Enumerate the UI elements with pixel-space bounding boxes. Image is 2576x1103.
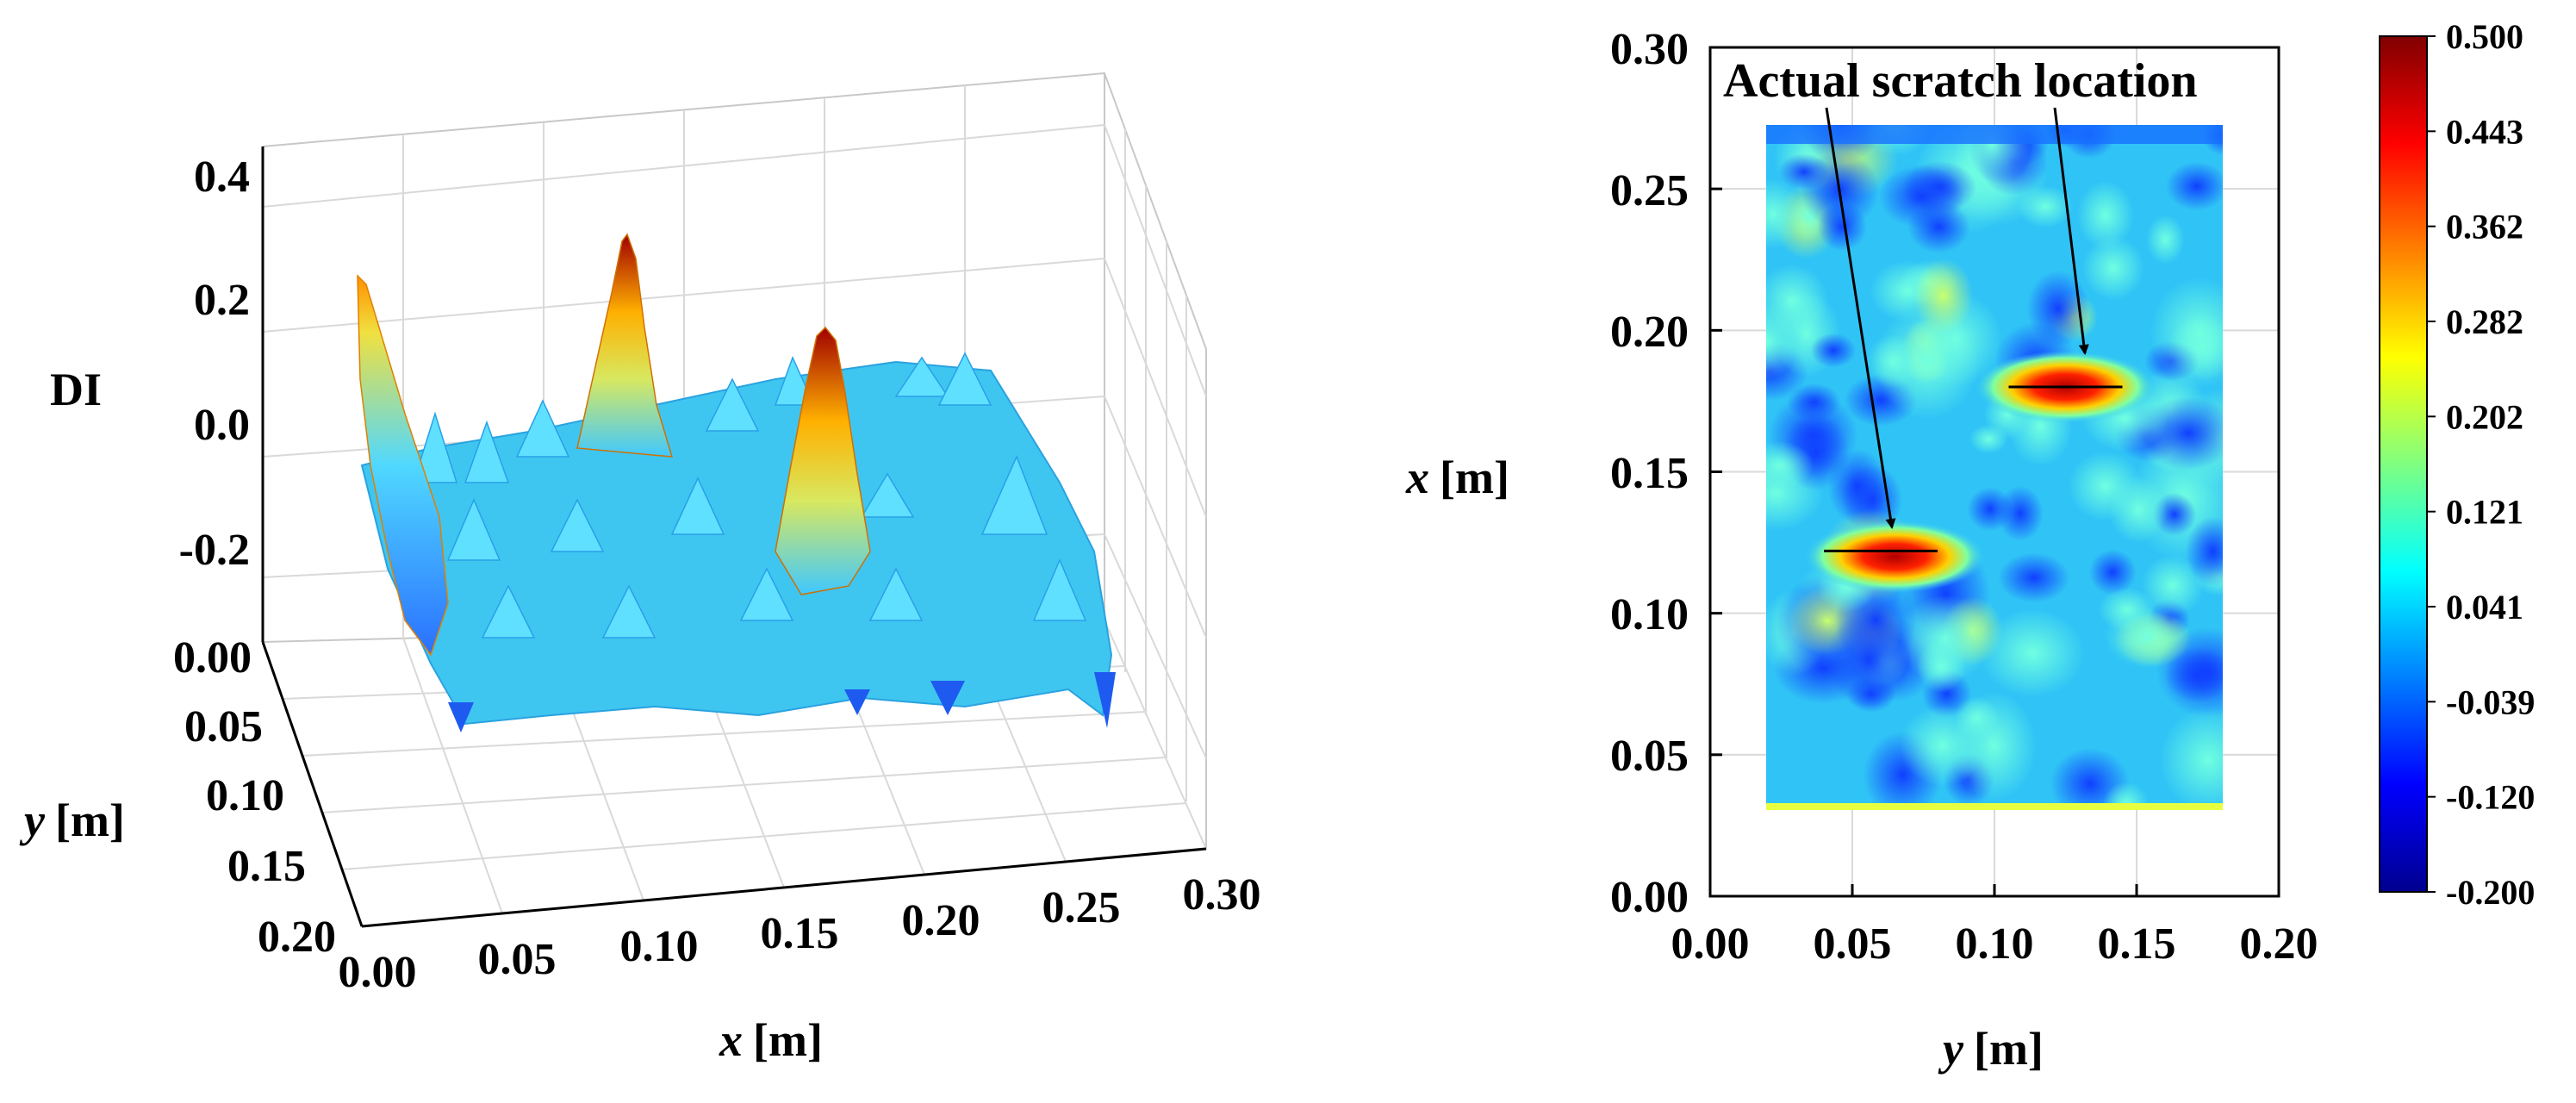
surface-peak-1	[576, 233, 674, 458]
colorbar-tick-label: 0.202	[2446, 397, 2523, 436]
heatmap-texture-blob	[1998, 552, 2070, 603]
x-axis-label: x [m]	[719, 1014, 823, 1066]
y-tick: 0.00	[1671, 919, 1750, 969]
heatmap-texture-blob	[1766, 178, 1803, 249]
heatmap-texture-blob	[2102, 782, 2149, 810]
heatmap-texture-blob	[1980, 609, 2085, 697]
heatmap-texture-blob	[1766, 302, 1797, 380]
colorbar-tick-label: 0.443	[2446, 112, 2523, 151]
x-tick: 0.15	[761, 909, 839, 958]
heatmap-x-ticks: 0.00 0.05 0.10 0.15 0.20	[1671, 919, 2318, 969]
y-axis-label: y [m]	[19, 795, 125, 846]
x-tick: 0.30	[1183, 870, 1261, 919]
colorbar-tick-label: -0.039	[2446, 682, 2535, 721]
surface-plot-panel: 0.4 0.2 0.0 -0.2 DI 0.00 0.05 0.10 0.15 …	[19, 72, 1261, 1066]
heatmap-texture-blob	[2165, 161, 2223, 211]
heatmap-hot-spot	[1804, 520, 1986, 593]
colorbar-tick-label: 0.041	[2446, 588, 2523, 626]
x-tick: 0.00	[339, 948, 417, 997]
x-tick: 0.15	[1610, 449, 1689, 498]
y-axis-ticks: 0.00 0.05 0.10 0.15 0.20	[173, 633, 336, 962]
x-tick: 0.25	[1610, 166, 1689, 215]
colorbar-tick-label: 0.282	[2446, 302, 2523, 341]
annotation-arrow-1	[1825, 107, 1896, 529]
heatmap-texture-blob	[2159, 707, 2223, 810]
y-tick: 0.20	[2240, 919, 2318, 969]
heatmap-texture-blob	[1916, 640, 1967, 693]
x-tick: 0.25	[1042, 883, 1121, 932]
heatmap-texture-blob	[1953, 125, 2031, 189]
heatmap-texture-blob	[1878, 165, 1964, 229]
heatmap-texture-blob	[1766, 440, 1814, 490]
y-tick: 0.05	[1814, 919, 1892, 969]
colorbar-ticks: 0.500 0.443 0.362 0.282 0.202 0.121 0.041 -0.03…	[2427, 17, 2535, 912]
heatmap-texture-blob	[2088, 549, 2137, 595]
heatmap-panel: 0.30 0.25 0.20 0.15 0.10 0.05 0.00 x [m] …	[1405, 17, 2535, 1075]
x-tick: 0.05	[1610, 732, 1689, 781]
heatmap-texture-blob	[2150, 277, 2223, 389]
y-tick: 0.15	[227, 842, 306, 891]
colorbar-tick-label: 0.500	[2446, 17, 2523, 56]
z-axis-ticks: 0.4 0.2 0.0 -0.2	[179, 153, 250, 575]
z-tick: 0.0	[194, 401, 250, 450]
x-tick: 0.20	[1610, 308, 1689, 357]
x-tick: 0.30	[1610, 25, 1689, 74]
x-tick: 0.10	[620, 922, 699, 971]
annotation-arrow-2	[2053, 107, 2089, 355]
heatmap-texture-blob	[1900, 705, 1986, 787]
x-tick: 0.20	[902, 896, 980, 945]
heatmap-texture-blob	[2082, 235, 2144, 301]
surface-valleys	[448, 672, 1116, 732]
z-tick: -0.2	[179, 526, 250, 575]
heatmap-texture-blob	[1913, 258, 1974, 334]
colorbar-tick-label: -0.120	[2446, 778, 2535, 817]
y-tick: 0.15	[2098, 919, 2176, 969]
y-tick: 0.10	[206, 771, 284, 820]
colorbar-tick-label: 0.362	[2446, 208, 2523, 246]
heatmap-texture-blob	[2109, 476, 2168, 544]
heatmap-texture-blob	[2141, 554, 2205, 616]
scratch-lines	[1824, 385, 2123, 552]
heatmap-top-edge	[1766, 125, 2223, 144]
heatmap-bottom-edge	[1766, 803, 2223, 810]
heatmap-texture-blob	[2017, 185, 2073, 227]
heatmap-ticks	[1708, 46, 2280, 898]
heatmap-x-axis-label: y [m]	[1938, 1023, 2044, 1075]
heatmap-texture-blob	[2076, 180, 2134, 250]
y-tick: 0.10	[1956, 919, 2034, 969]
heatmap-texture-blob	[1969, 424, 2008, 454]
surface-peak-2	[775, 326, 871, 595]
heatmap-texture-blob	[1996, 485, 2044, 542]
heatmap-y-ticks: 0.30 0.25 0.20 0.15 0.10 0.05 0.00	[1610, 25, 1689, 922]
x-tick: 0.10	[1610, 590, 1689, 639]
colorbar-tick-label: 0.121	[2446, 493, 2523, 532]
heatmap-texture-blob	[2146, 215, 2185, 265]
colorbar-gradient	[2379, 35, 2428, 893]
x-axis-ticks: 0.00 0.05 0.10 0.15 0.20 0.25 0.30	[339, 870, 1261, 997]
heatmap-y-axis-label: x [m]	[1405, 452, 1509, 503]
y-tick: 0.20	[258, 913, 336, 962]
heatmap-texture-blob	[1810, 333, 1857, 368]
heatmap-texture-blob	[2185, 516, 2223, 587]
surface-left-edge-wall	[357, 274, 449, 657]
z-axis-label: DI	[50, 364, 102, 415]
heatmap-texture-blob	[2105, 606, 2191, 668]
x-tick: 0.00	[1610, 873, 1689, 922]
scratch-annotation: Actual scratch location	[1723, 54, 2198, 108]
z-tick: 0.4	[194, 153, 250, 202]
di-heatmap	[1766, 125, 2223, 810]
di-surface	[357, 233, 1116, 732]
z-tick: 0.2	[194, 276, 250, 325]
surface-axes-box	[261, 72, 1208, 928]
x-tick: 0.05	[478, 935, 557, 984]
colorbar-tick-label: -0.200	[2446, 873, 2535, 912]
y-tick: 0.05	[184, 702, 263, 751]
y-tick: 0.00	[173, 633, 252, 682]
colorbar: 0.500 0.443 0.362 0.282 0.202 0.121 0.041 -0.03…	[2379, 17, 2535, 912]
